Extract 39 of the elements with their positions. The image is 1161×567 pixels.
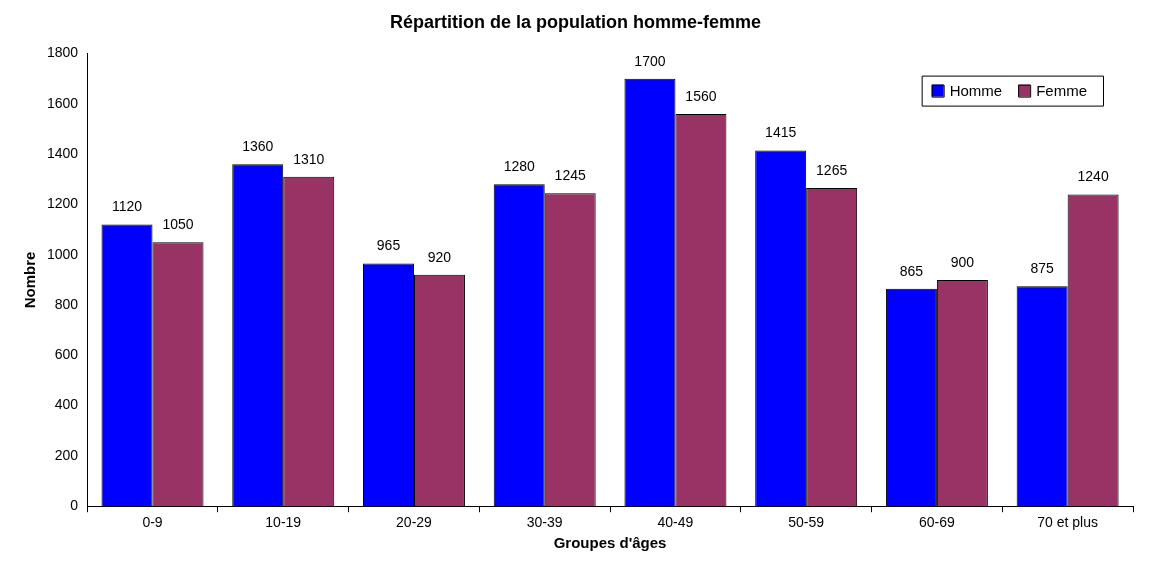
y-tick-label: 1000 [46,245,79,262]
data-label: 1245 [554,167,586,184]
legend-label: Homme [949,81,1003,99]
data-label: 1050 [162,216,194,233]
legend-label: Femme [1036,81,1088,99]
data-label: 1265 [816,161,848,178]
y-tick-label: 0 [70,497,79,514]
y-tick-label: 400 [54,396,79,413]
data-label: 875 [1030,260,1055,277]
x-tick-label: 70 et plus [1037,514,1098,531]
y-tick-label: 1200 [46,195,79,212]
x-tick-label: 10-19 [265,514,302,531]
x-tick-label: 60-69 [919,514,956,531]
data-label: 900 [950,253,975,270]
data-label: 965 [376,237,401,254]
x-axis-title: Groupes d'âges [553,534,667,552]
x-tick-label: 30-39 [526,514,563,531]
y-tick-label: 1600 [46,94,79,111]
y-tick-label: 1400 [46,145,79,162]
x-tick-label: 0-9 [142,514,163,531]
data-label: 865 [899,262,924,279]
data-label: 1700 [634,52,666,69]
y-tick-label: 600 [54,346,79,363]
data-label: 1120 [111,198,143,215]
data-label: 1280 [503,158,535,175]
data-label: 1240 [1077,168,1109,185]
y-tick-label: 800 [54,295,79,312]
data-label: 920 [427,248,452,265]
data-label: 1415 [765,124,797,141]
data-label: 1560 [685,87,717,104]
chart-title: Répartition de la population homme-femme [389,11,762,32]
y-tick-label: 200 [54,446,79,463]
data-label: 1360 [242,138,274,155]
x-tick-label: 50-59 [788,514,825,531]
y-axis-title: Nombre [21,251,39,309]
y-tick-label: 1800 [46,44,79,61]
x-tick-label: 40-49 [657,514,694,531]
x-tick-label: 20-29 [396,514,433,531]
data-label: 1310 [293,150,325,167]
